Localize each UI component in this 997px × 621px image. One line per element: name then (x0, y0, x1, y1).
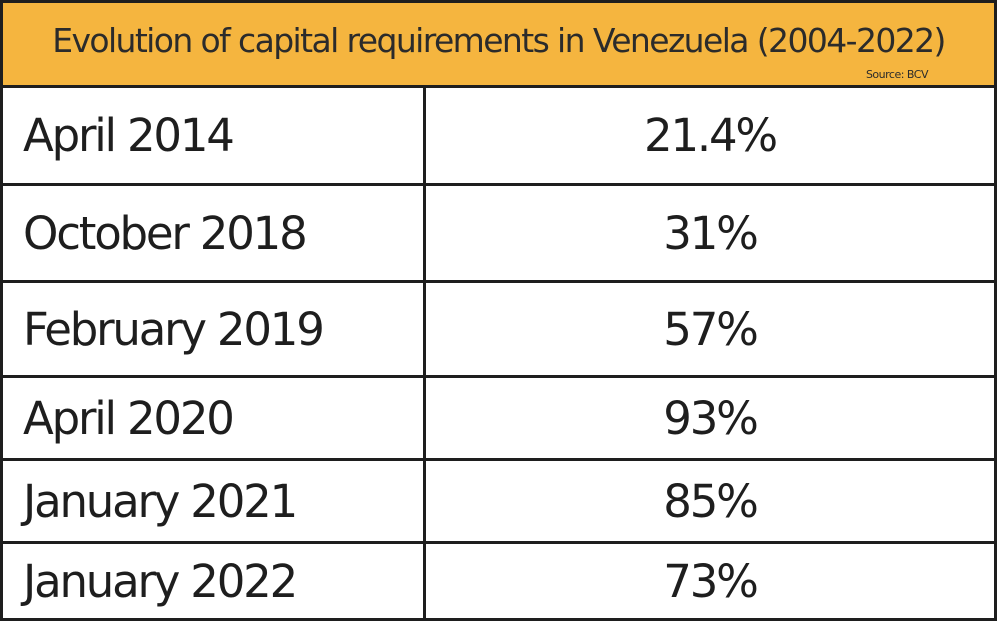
date-cell: April 2014 (23, 109, 235, 162)
value-cell: 93% (663, 391, 759, 445)
value-cell: 31% (663, 206, 759, 260)
table-row: January 2021 85% (3, 461, 994, 544)
date-cell: February 2019 (23, 302, 325, 356)
value-cell: 57% (663, 302, 759, 356)
date-cell: April 2020 (23, 391, 235, 445)
value-cell: 21.4% (644, 109, 778, 162)
table-title: Evolution of capital requirements in Ven… (52, 21, 946, 60)
value-cell: 85% (663, 474, 759, 528)
value-cell: 73% (663, 554, 759, 608)
table-row: April 2014 21.4% (3, 88, 994, 186)
table-row: February 2019 57% (3, 283, 994, 378)
table-row: October 2018 31% (3, 186, 994, 283)
table-header: Evolution of capital requirements in Ven… (3, 3, 994, 88)
table-row: January 2022 73% (3, 544, 994, 618)
data-table: April 2014 21.4% October 2018 31% Februa… (3, 88, 994, 618)
source-note: Source: BCV (865, 68, 929, 81)
date-cell: January 2021 (23, 474, 298, 528)
table-row: April 2020 93% (3, 378, 994, 461)
date-cell: January 2022 (23, 554, 298, 608)
date-cell: October 2018 (23, 206, 308, 260)
column-divider (423, 88, 426, 618)
